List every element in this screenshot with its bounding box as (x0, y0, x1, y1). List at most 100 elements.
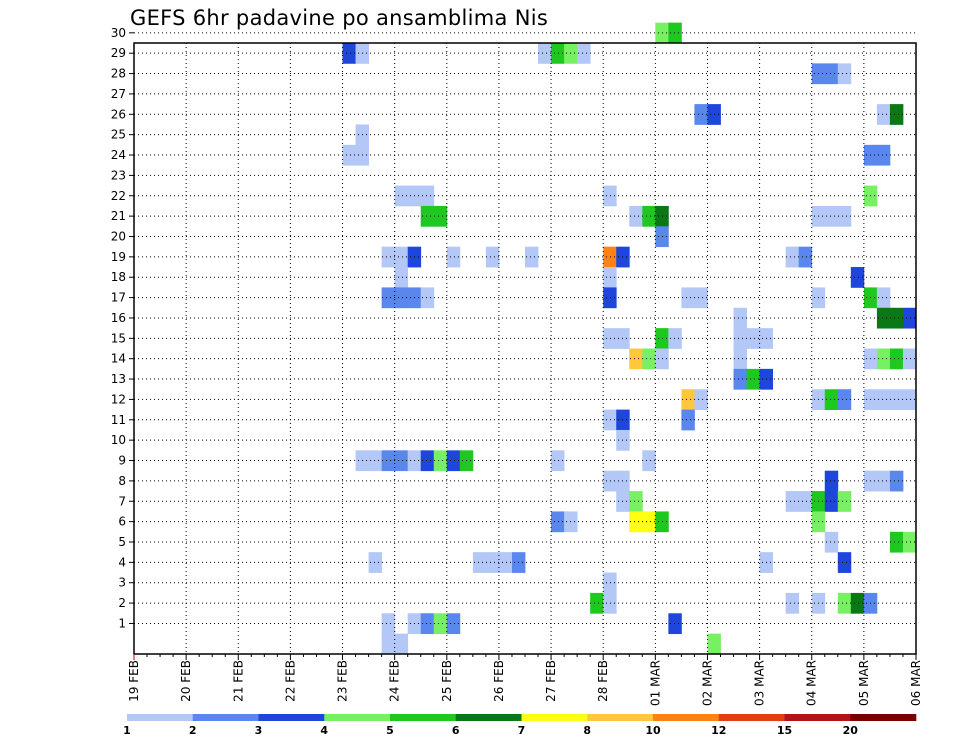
heatmap-cell (420, 185, 435, 207)
heatmap-cell (733, 368, 747, 390)
y-tick-label: 24 (111, 148, 126, 162)
heatmap-cell (603, 267, 617, 288)
heatmap-cell (590, 592, 604, 614)
heatmap-cell (902, 531, 917, 553)
colorbar-swatch (718, 714, 785, 721)
y-tick-label: 17 (111, 291, 126, 305)
heatmap-cell (642, 205, 656, 227)
heatmap-cell (603, 409, 617, 431)
colorbar-label: 1 (123, 724, 131, 737)
colorbar-swatch (850, 714, 917, 721)
heatmap-cell (485, 246, 500, 268)
heatmap-cell (642, 511, 656, 533)
heatmap-cell (642, 348, 656, 370)
heatmap-cell (785, 246, 800, 268)
heatmap-cell (876, 348, 891, 370)
colorbar-swatch (587, 714, 654, 721)
heatmap-cell (603, 287, 617, 309)
colorbar-label: 15 (777, 724, 792, 737)
y-axis: 1234567891011121314151617181920212223242… (111, 26, 134, 630)
heatmap-cell (433, 613, 448, 635)
heatmap-cell (603, 328, 617, 349)
y-tick-label: 10 (111, 433, 126, 447)
colorbar-swatch (390, 714, 457, 721)
heatmap-cell (889, 531, 904, 553)
heatmap-cell (876, 104, 891, 125)
colorbar-swatch (653, 714, 720, 721)
colorbar-label: 6 (452, 724, 460, 737)
chart-title: GEFS 6hr padavine po ansamblima Nis (130, 6, 549, 30)
heatmap-cell (394, 185, 409, 207)
y-tick-label: 14 (111, 352, 126, 366)
heatmap-cell (785, 491, 800, 512)
x-axis: 19 FEB 20 FEB 21 FEB 22 FEB 23 FEB 24 FEB 25 F… (127, 654, 923, 706)
heatmap-cell (368, 552, 383, 573)
heatmap-cell (394, 246, 409, 268)
heatmap-cell (733, 328, 747, 349)
heatmap-cell (381, 450, 396, 472)
x-tick-label: 05 MAR (857, 660, 871, 706)
heatmap-cell (798, 491, 813, 512)
heatmap-cell (824, 63, 839, 85)
heatmap-cell (394, 287, 409, 309)
heatmap-cell (381, 633, 396, 655)
x-tick-label: 24 FEB (388, 660, 402, 702)
heatmap-cell (603, 572, 617, 594)
heatmap-cell (368, 450, 383, 472)
heatmap-cell (498, 552, 513, 573)
heatmap-cell (668, 613, 682, 635)
colorbar-swatch (784, 714, 851, 721)
heatmap-cell (433, 450, 448, 472)
heatmap-cell (681, 287, 695, 309)
x-tick-label: 06 MAR (909, 660, 923, 706)
colorbar-label: 20 (843, 724, 859, 737)
heatmap-cell (420, 450, 435, 472)
heatmap-cell (837, 592, 852, 614)
heatmap-cell (902, 389, 917, 410)
y-tick-label: 20 (111, 229, 126, 243)
heatmap-cell (603, 185, 617, 207)
heatmap-cell (629, 511, 643, 533)
heatmap-cell (342, 144, 356, 166)
heatmap-cell (420, 205, 435, 227)
heatmap-cell (694, 287, 708, 309)
x-tick-label: 01 MAR (648, 660, 662, 706)
heatmap-cell (876, 144, 891, 166)
x-tick-label: 02 MAR (700, 660, 714, 706)
heatmap-cell (824, 491, 839, 512)
heatmap-cell (681, 389, 695, 410)
y-tick-label: 12 (111, 392, 126, 406)
heatmap-cell (603, 246, 617, 268)
x-tick-label: 26 FEB (492, 660, 506, 702)
y-tick-label: 16 (111, 311, 126, 325)
colorbar-swatch (521, 714, 588, 721)
y-tick-label: 9 (118, 454, 126, 468)
heatmap-cell (642, 450, 656, 472)
heatmap-cell (381, 287, 396, 309)
x-tick-label: 19 FEB (127, 660, 141, 702)
colorbar-label: 3 (255, 724, 263, 737)
heatmap-cell (902, 348, 917, 370)
y-tick-label: 25 (111, 128, 126, 142)
y-tick-label: 8 (118, 474, 126, 488)
colorbar-label: 8 (583, 724, 591, 737)
y-tick-label: 30 (111, 26, 126, 40)
heatmap-cell (798, 246, 813, 268)
colorbar-label: 7 (518, 724, 526, 737)
x-tick-label: 20 FEB (179, 660, 193, 702)
heatmap-cell (837, 552, 852, 573)
heatmap-cell (603, 592, 617, 614)
heatmap-cell (381, 613, 396, 635)
colorbar-swatch (192, 714, 259, 721)
heatmap-cell (824, 389, 839, 410)
heatmap-cell (850, 267, 865, 288)
y-tick-label: 15 (111, 331, 126, 345)
heatmap-cell (668, 328, 682, 349)
colorbar-label: 5 (386, 724, 394, 737)
heatmap-cell (485, 552, 500, 573)
x-tick-label: 25 FEB (440, 660, 454, 702)
heatmap-cell (746, 368, 760, 390)
heatmap-cell (629, 491, 643, 512)
heatmap-cell (889, 348, 904, 370)
